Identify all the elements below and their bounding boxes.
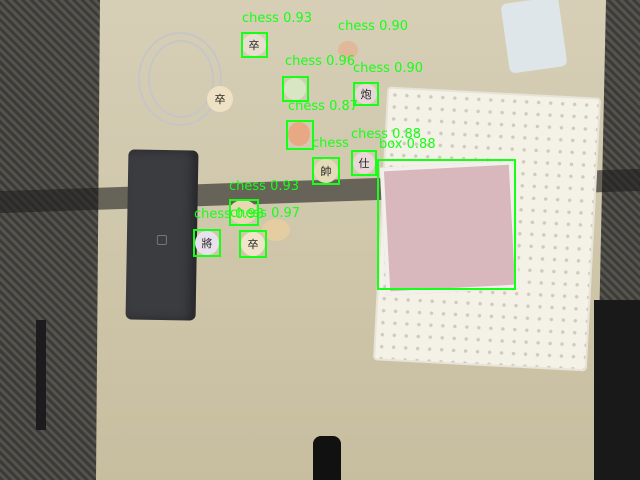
chess-piece [229,200,257,224]
chess-piece-glyph: 卒 [214,93,226,106]
detection-label: chess 0.90 [338,19,409,34]
cable-coil-inner [148,40,214,118]
plastic-bag [500,0,568,74]
chess-piece-glyph: 帥 [320,165,332,178]
cable-coil [138,32,222,126]
chess-piece: 卒 [207,86,233,112]
chess-piece [338,41,358,59]
chess-piece: 將 [195,231,219,255]
detection-label: chess 0.93 [229,179,300,194]
clamp [313,436,341,480]
detection-box [312,157,340,185]
chess-piece: 炮 [355,84,377,104]
chess-piece-glyph: 卒 [247,238,259,251]
chess-piece-glyph: 炮 [360,88,372,101]
detection-label: box 0.88 [379,137,436,152]
detection-label: chess [312,136,349,151]
chess-piece-glyph: 卒 [248,39,260,52]
detection-box [241,32,268,58]
detection-label: chess 0.90 [353,61,424,76]
detection-box [229,199,259,226]
chess-piece: 帥 [314,159,338,183]
detection-box [286,120,314,150]
detection-label: chess 0.88 [351,127,422,142]
detection-box [377,159,516,290]
chair-right [594,300,640,480]
detection-box [282,76,309,102]
chess-piece: 仕 [353,152,375,174]
chess-piece [284,78,306,100]
detection-label: chess 0.98 [194,207,265,222]
chess-piece [288,122,310,146]
detection-label: chess 0.96 [285,54,356,69]
detection-box [353,82,379,106]
power-bank [125,149,199,321]
chess-piece-glyph: 仕 [358,157,370,170]
detection-box [239,230,267,258]
detection-box [193,229,221,257]
chess-piece: 卒 [242,34,266,56]
detection-label: chess 0.87 [288,99,359,114]
detection-label: chess 0.97 [230,206,301,221]
chess-piece-glyph: 將 [201,237,213,250]
chess-piece [262,219,290,241]
detection-label: chess 0.93 [242,11,313,26]
power-bank-logo [156,234,167,246]
chair-leg-left [36,320,46,430]
detection-box [351,150,377,176]
chess-piece: 卒 [241,232,265,256]
